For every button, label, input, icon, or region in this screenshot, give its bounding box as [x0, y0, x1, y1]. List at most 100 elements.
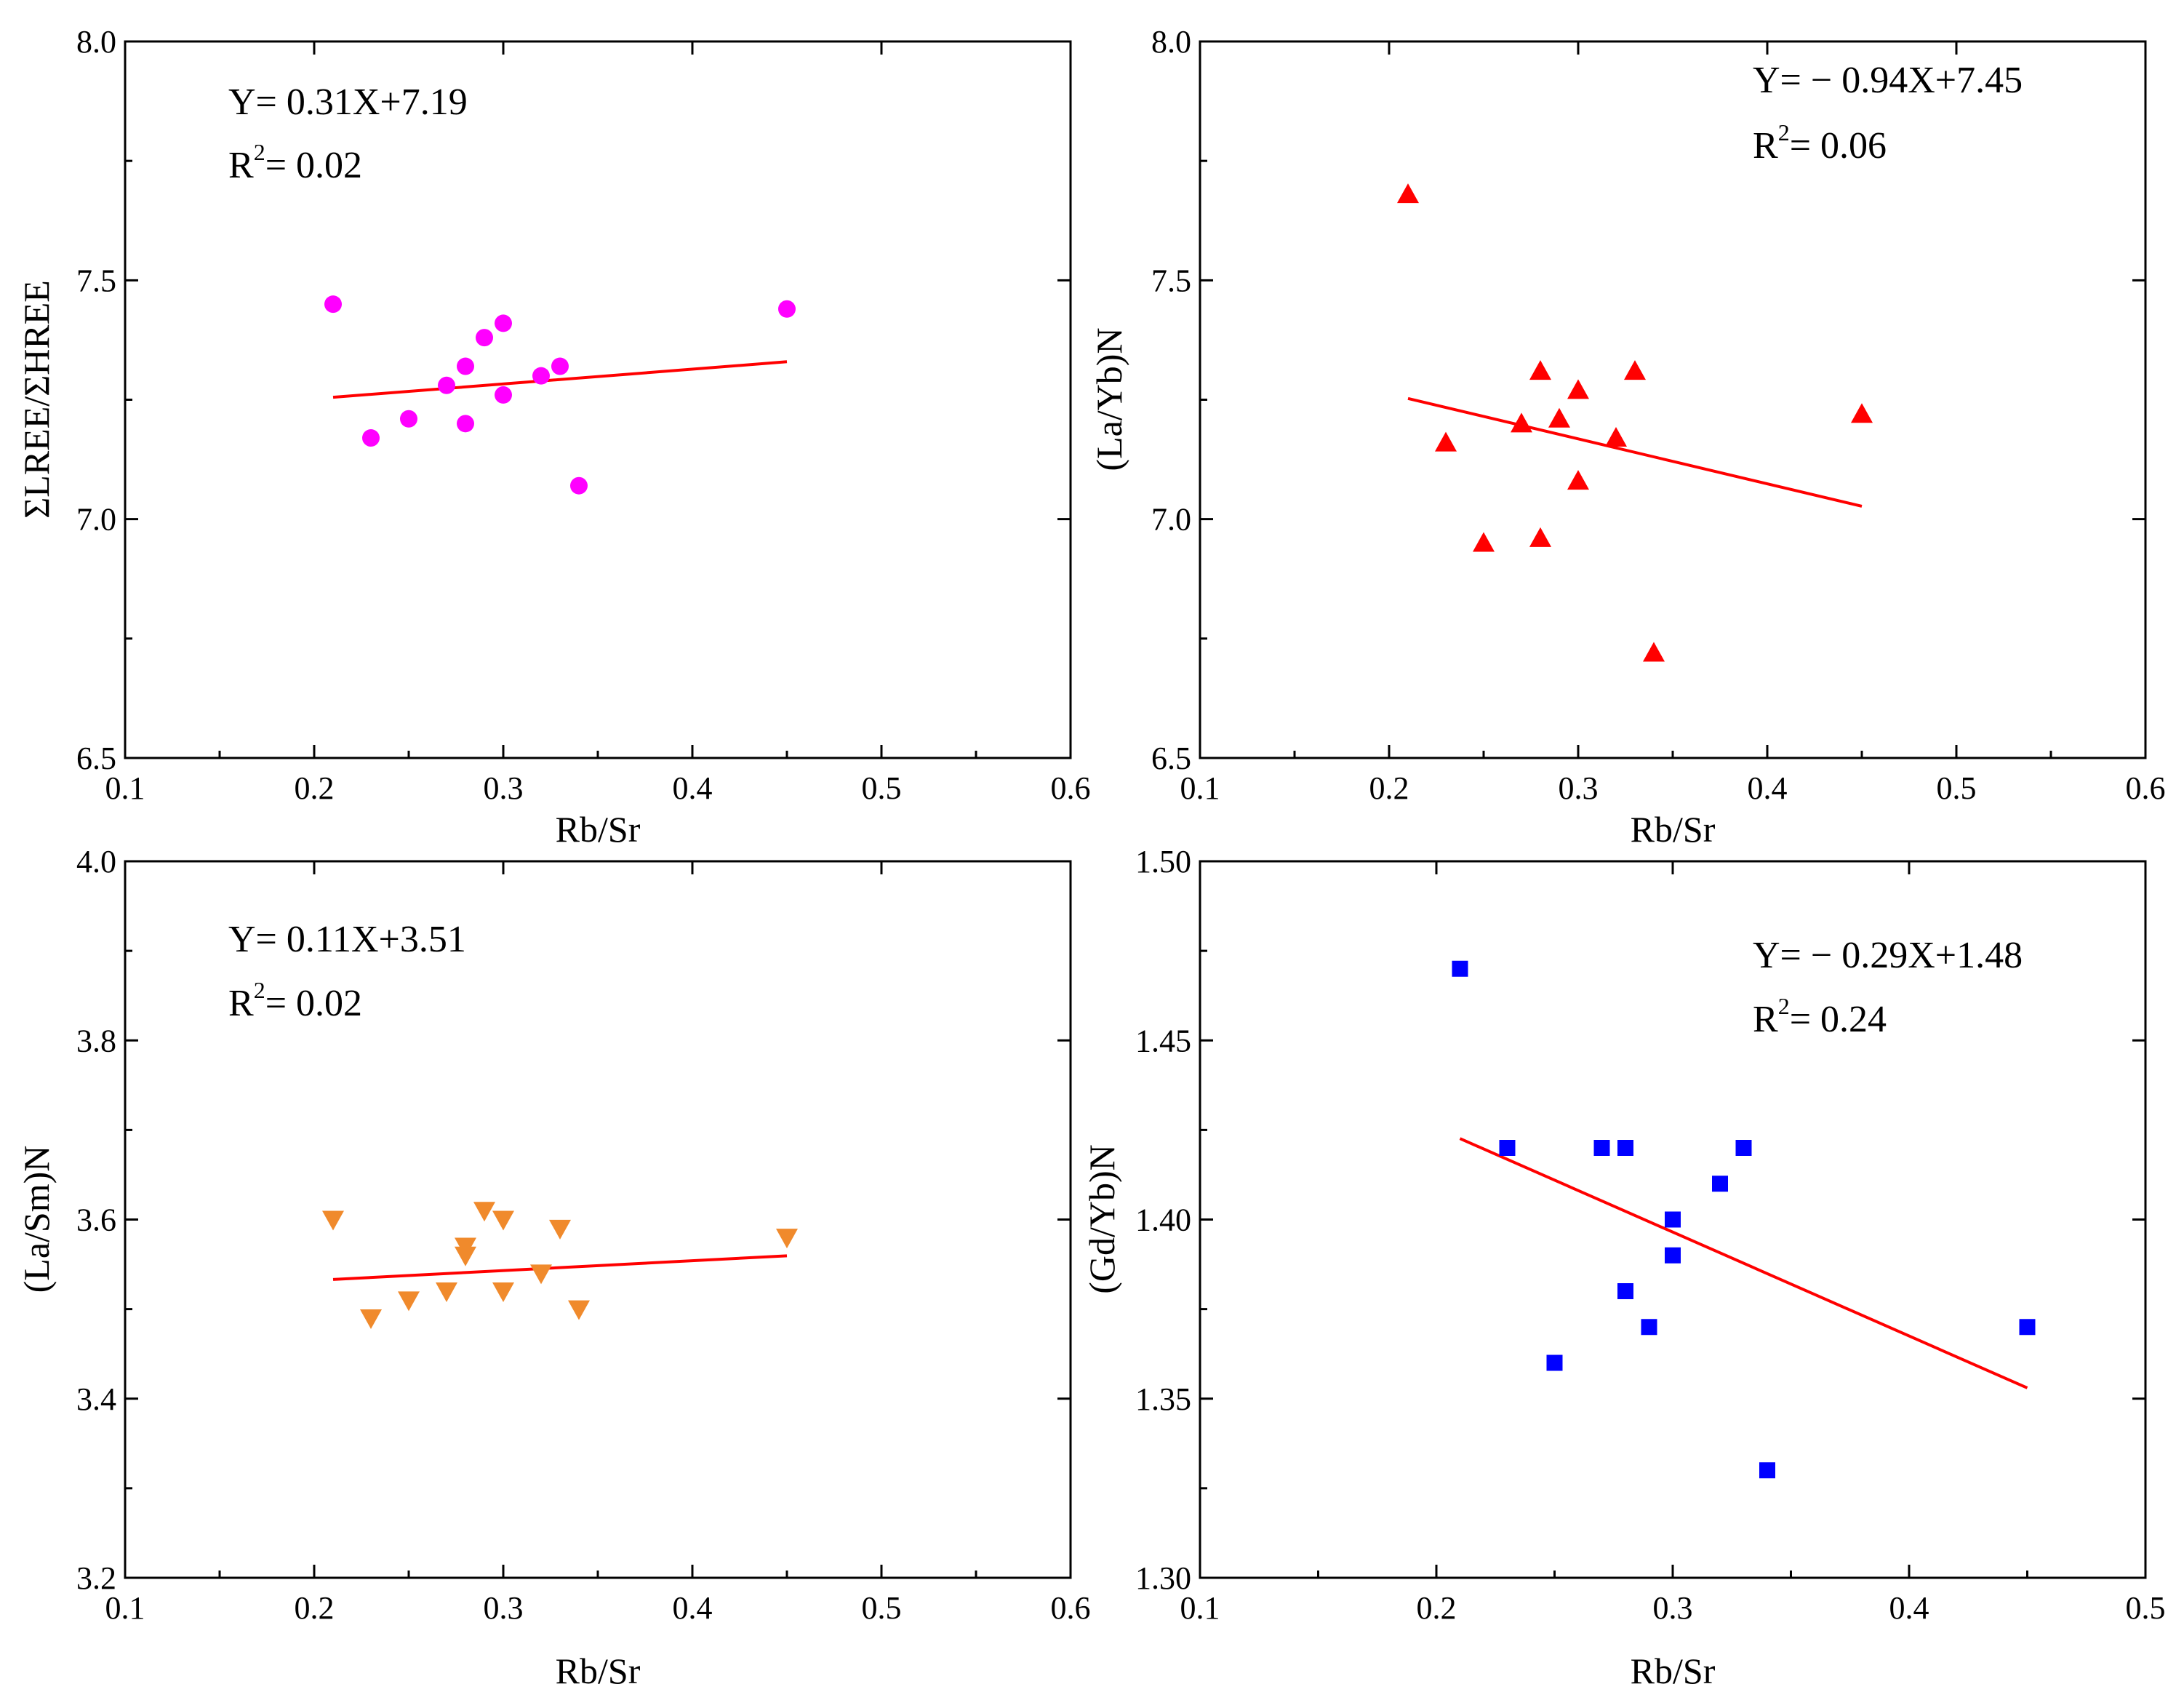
regression-line: [1459, 1137, 2028, 1389]
data-point: [1529, 527, 1551, 547]
fit-equation: Y= 0.31X+7.19: [228, 81, 468, 123]
data-point: [400, 410, 417, 428]
data-point: [568, 1300, 590, 1320]
data-point: [476, 329, 493, 347]
data-point: [1759, 1462, 1775, 1479]
x-tick-label: 0.2: [1369, 770, 1409, 806]
x-tick-label: 0.4: [673, 770, 713, 806]
point-group: [1397, 183, 1873, 662]
data-point: [362, 429, 380, 447]
x-tick-label: 0.4: [673, 1590, 713, 1626]
data-point: [492, 1210, 514, 1231]
y-axis-title: (La/Yb)N: [1089, 327, 1129, 471]
tick-group: 0.1 0.2 0.3 0.4 0.5 0.6 6.5 7.0 7.5 8.0: [1151, 24, 2166, 806]
panel-la-sm: 0.1 0.2 0.3 0.4 0.5 0.6 3.2 3.4 3.6 3.8 4.0 Y= 0.1…: [16, 844, 1091, 1691]
r-squared-exponent: 2: [254, 977, 265, 1003]
data-point: [495, 314, 512, 332]
y-tick-label: 8.0: [1151, 24, 1191, 60]
data-point: [1548, 407, 1570, 428]
point-group: [1452, 960, 2036, 1479]
data-point: [436, 1282, 457, 1302]
data-point: [1851, 403, 1873, 423]
x-tick-label: 0.1: [1180, 1590, 1220, 1626]
data-point: [1499, 1140, 1516, 1156]
y-tick-label: 1.30: [1135, 1560, 1191, 1596]
r-squared-prefix: R: [1753, 125, 1778, 167]
regression-line: [332, 1254, 788, 1281]
y-tick-label: 7.5: [76, 263, 116, 298]
r-squared: R2= 0.24: [1753, 993, 1887, 1040]
r-squared: R2= 0.06: [1753, 119, 1887, 167]
r-squared-prefix: R: [228, 983, 254, 1024]
data-point: [1665, 1211, 1681, 1228]
data-point: [1643, 642, 1665, 662]
x-tick-label: 0.3: [1559, 770, 1599, 806]
r-squared-exponent: 2: [1778, 993, 1790, 1019]
data-point: [532, 367, 550, 385]
x-tick-label: 0.3: [484, 1590, 524, 1626]
y-tick-label: 1.35: [1135, 1381, 1191, 1417]
fit-equation: Y= 0.11X+3.51: [228, 919, 466, 960]
x-tick-label: 0.6: [1051, 1590, 1091, 1626]
x-tick-label: 0.2: [1417, 1590, 1457, 1626]
x-tick-label: 0.4: [1748, 770, 1788, 806]
data-point: [1605, 427, 1627, 447]
data-point: [1452, 960, 1468, 977]
x-tick-label: 0.1: [105, 1590, 145, 1626]
r-squared-prefix: R: [1753, 999, 1778, 1040]
data-point: [1593, 1140, 1610, 1156]
data-point: [1617, 1140, 1633, 1156]
r-squared-exponent: 2: [254, 139, 265, 165]
data-point: [1546, 1354, 1563, 1371]
y-tick-label: 3.4: [76, 1381, 116, 1417]
y-tick-label: 8.0: [76, 24, 116, 60]
x-tick-label: 0.5: [862, 1590, 902, 1626]
tick-group: 0.1 0.2 0.3 0.4 0.5 0.6 3.2 3.4 3.6 3.8 4.0: [76, 844, 1091, 1626]
r-squared: R2= 0.02: [228, 139, 362, 186]
data-point: [1712, 1176, 1728, 1192]
data-point: [492, 1282, 514, 1302]
y-tick-label: 4.0: [76, 844, 116, 879]
data-point: [457, 357, 474, 375]
data-point: [455, 1246, 476, 1266]
data-point: [1397, 183, 1419, 204]
data-point: [1435, 431, 1457, 452]
data-point: [1529, 360, 1551, 380]
x-tick-label: 0.5: [1937, 770, 1977, 806]
panel-lree-hree: 0.1 0.2 0.3 0.4 0.5 0.6 6.5 7.0 7.5 8.0 Y= 0.31X+…: [16, 24, 1091, 850]
fit-equation: Y= − 0.29X+1.48: [1753, 935, 2023, 976]
y-tick-label: 3.8: [76, 1023, 116, 1058]
y-tick-label: 6.5: [1151, 741, 1191, 776]
r-squared-value: = 0.02: [265, 983, 362, 1024]
data-point: [1567, 379, 1589, 399]
data-point: [324, 295, 342, 314]
data-point: [1735, 1140, 1752, 1156]
r-squared-value: = 0.02: [265, 145, 362, 186]
y-tick-label: 7.0: [76, 502, 116, 538]
x-tick-label: 0.4: [1889, 1590, 1929, 1626]
point-group: [322, 1202, 798, 1329]
x-axis-title: Rb/Sr: [556, 1651, 641, 1691]
fit-group: [332, 360, 788, 399]
x-tick-label: 0.3: [1653, 1590, 1693, 1626]
data-point: [473, 1202, 495, 1222]
x-tick-label: 0.3: [484, 770, 524, 806]
data-point: [457, 415, 474, 433]
r-squared-exponent: 2: [1778, 119, 1790, 145]
data-point: [551, 357, 569, 375]
regression-line: [332, 360, 788, 399]
panel-gd-yb: 0.1 0.2 0.3 0.4 0.5 1.30 1.35 1.40 1.45 1.50 Y= −…: [1081, 844, 2166, 1691]
point-group: [324, 295, 796, 495]
r-squared-value: = 0.24: [1790, 999, 1887, 1040]
regression-line: [1407, 396, 1863, 508]
x-tick-label: 0.2: [295, 770, 335, 806]
fit-group: [1407, 396, 1863, 508]
y-tick-label: 6.5: [76, 741, 116, 776]
data-point: [1665, 1247, 1681, 1264]
x-tick-label: 0.5: [2126, 1590, 2166, 1626]
r-squared-value: = 0.06: [1790, 125, 1887, 167]
data-point: [398, 1291, 420, 1312]
data-point: [495, 386, 512, 404]
y-tick-label: 7.0: [1151, 502, 1191, 538]
plot-frame: [1199, 40, 2147, 759]
